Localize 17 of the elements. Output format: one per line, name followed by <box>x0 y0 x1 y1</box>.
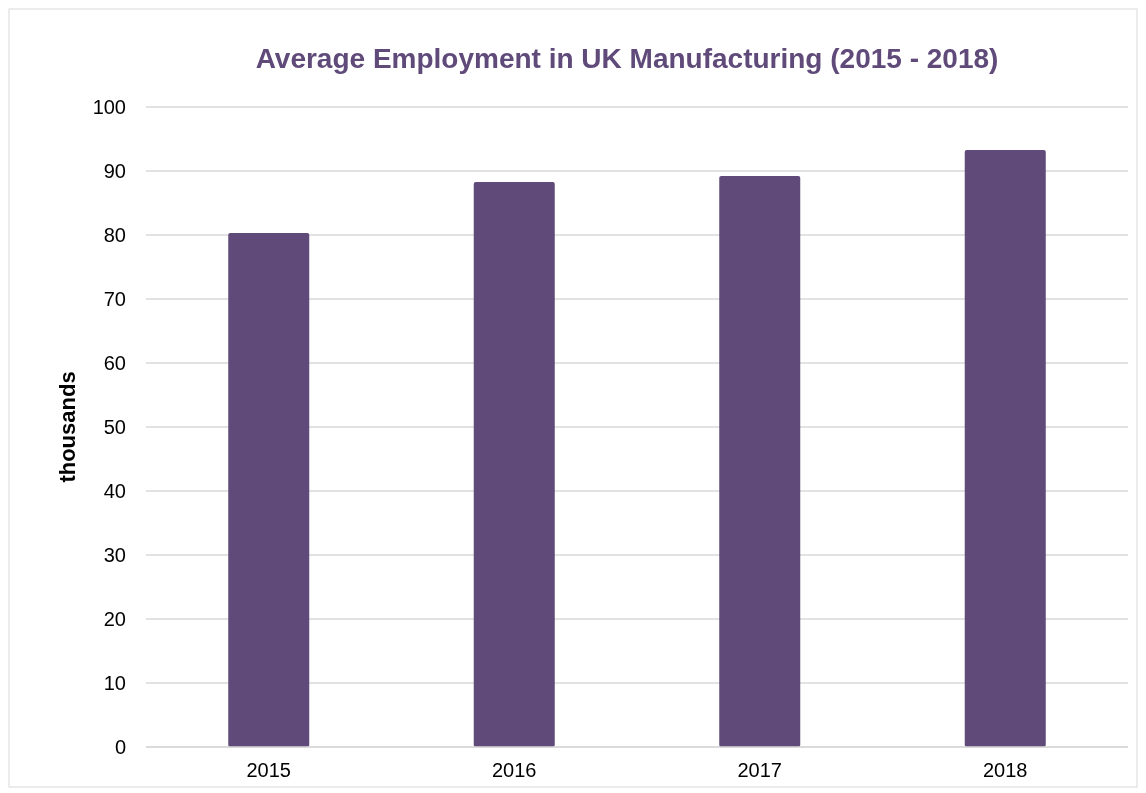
y-tick-label: 40 <box>103 480 126 502</box>
y-tick-label: 20 <box>103 608 126 630</box>
x-tick-label: 2018 <box>983 759 1028 781</box>
y-tick-label: 70 <box>103 288 126 310</box>
x-tick-label: 2016 <box>492 759 537 781</box>
y-tick-label: 100 <box>92 96 126 118</box>
y-tick-label: 0 <box>114 736 126 758</box>
y-tick-label: 30 <box>103 544 126 566</box>
y-tick-label: 90 <box>103 160 126 182</box>
x-tick-label: 2015 <box>246 759 291 781</box>
y-tick-label: 60 <box>103 352 126 374</box>
y-tick-label: 80 <box>103 224 126 246</box>
y-tick-label: 50 <box>103 416 126 438</box>
chart-title: Average Employment in UK Manufacturing (2015 - 2018) <box>255 43 999 74</box>
x-tick-label: 2017 <box>737 759 782 781</box>
y-axis-title: thousands <box>55 371 80 483</box>
y-tick-label: 10 <box>103 672 126 694</box>
